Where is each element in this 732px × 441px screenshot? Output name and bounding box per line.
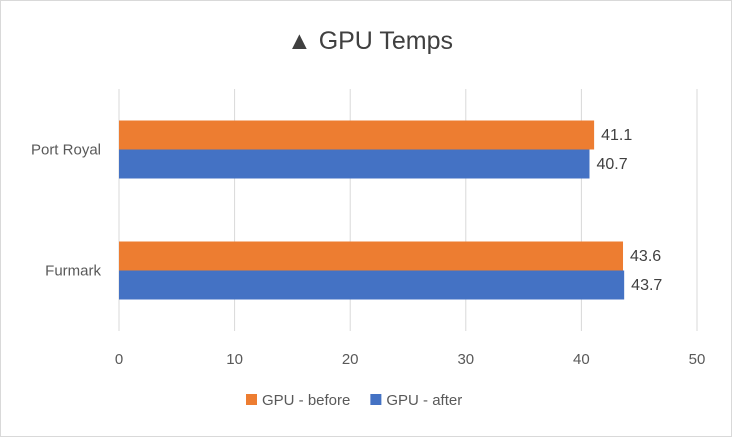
x-tick-label: 20: [342, 351, 359, 368]
legend-swatch: [370, 394, 382, 405]
category-label: Furmark: [45, 263, 101, 280]
bar-series: [119, 120, 625, 300]
x-axis-ticks: 0 10 20 30 40 50: [115, 351, 706, 368]
legend: GPU - before GPU - after: [246, 392, 462, 409]
y-axis-categories: Port Royal Furmark: [31, 142, 102, 280]
data-labels: 41.1 40.7 43.6 43.7: [596, 127, 662, 294]
data-label: 41.1: [601, 127, 632, 144]
category-label: Port Royal: [31, 142, 101, 159]
x-tick-label: 30: [457, 351, 474, 368]
legend-label: GPU - before: [262, 392, 350, 409]
bar: [119, 149, 590, 179]
x-tick-label: 0: [115, 351, 123, 368]
chart-title: ▲ GPU Temps: [287, 27, 453, 55]
data-label: 40.7: [596, 156, 627, 173]
legend-label: GPU - after: [386, 392, 462, 409]
x-tick-label: 50: [689, 351, 706, 368]
bar: [119, 120, 595, 150]
data-label: 43.7: [631, 277, 662, 294]
x-tick-label: 10: [226, 351, 243, 368]
legend-swatch: [246, 394, 257, 405]
data-label: 43.6: [630, 248, 661, 265]
x-tick-label: 40: [573, 351, 590, 368]
bar: [119, 241, 624, 271]
bar: [119, 270, 625, 300]
